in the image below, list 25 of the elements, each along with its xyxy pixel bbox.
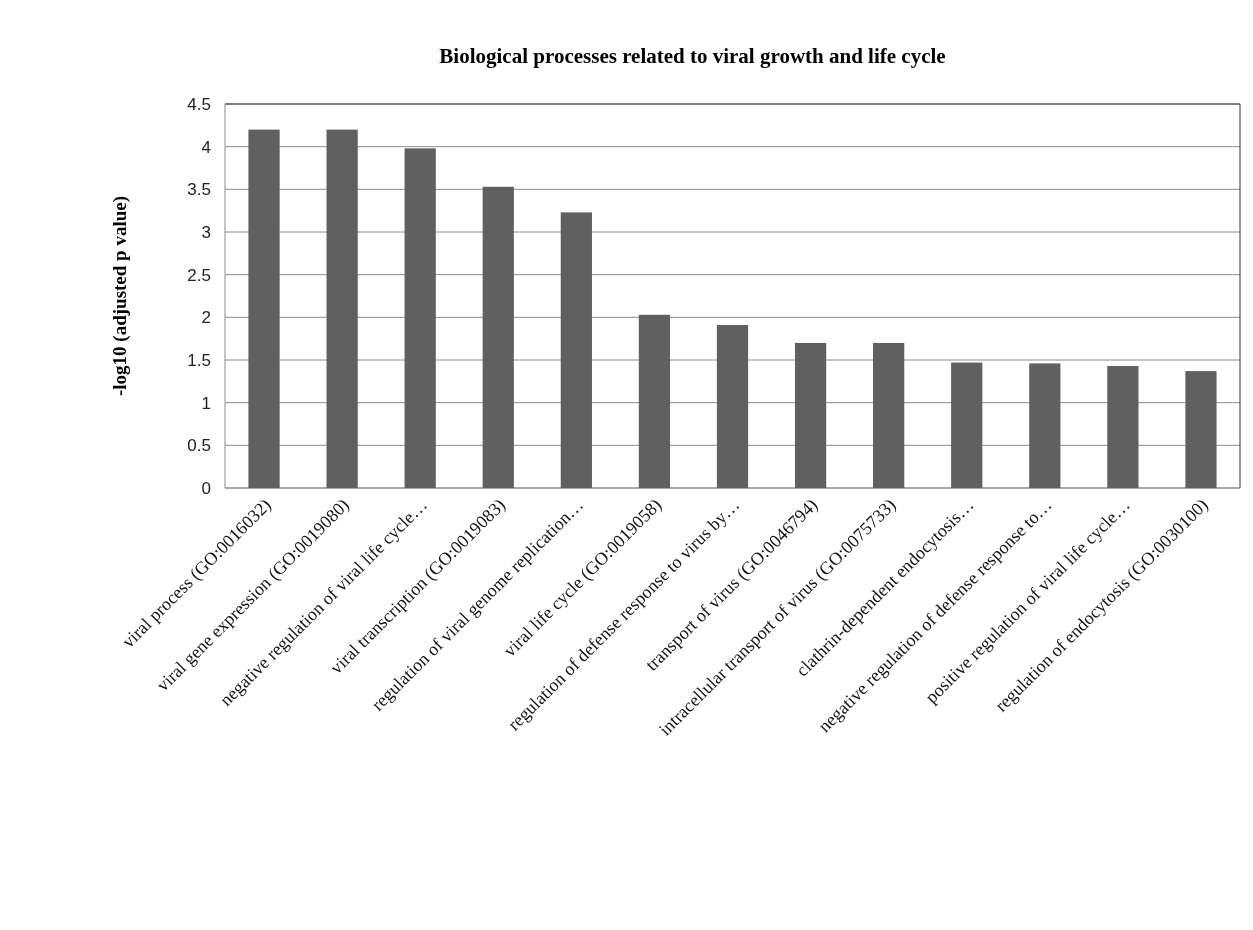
y-tick-label: 0 — [201, 478, 211, 498]
bar — [560, 212, 592, 488]
y-axis-title: -log10 (adjusted p value) — [109, 195, 131, 397]
bar — [794, 342, 827, 488]
y-tick-label: 1 — [201, 393, 211, 413]
y-tick-label: 4 — [201, 137, 211, 157]
y-tick-label: 0.5 — [187, 436, 211, 456]
y-tick-label: 2.5 — [187, 265, 211, 285]
y-tick-label: 3.5 — [187, 180, 211, 200]
bar — [404, 148, 436, 488]
y-tick-label: 1.5 — [187, 350, 211, 370]
y-tick-label: 2 — [201, 308, 211, 328]
y-tick-label: 4.5 — [187, 94, 211, 114]
chart-title: Biological processes related to viral growth and life cycle — [439, 44, 946, 68]
bar — [482, 186, 514, 488]
bar — [248, 129, 280, 488]
bar — [951, 362, 983, 488]
bar — [716, 325, 749, 488]
bar — [326, 129, 358, 488]
bar — [638, 314, 671, 488]
y-tick-label: 3 — [201, 222, 211, 242]
bar — [1185, 371, 1217, 488]
bar — [1107, 365, 1139, 488]
bar — [1029, 363, 1061, 488]
bar — [873, 342, 905, 488]
